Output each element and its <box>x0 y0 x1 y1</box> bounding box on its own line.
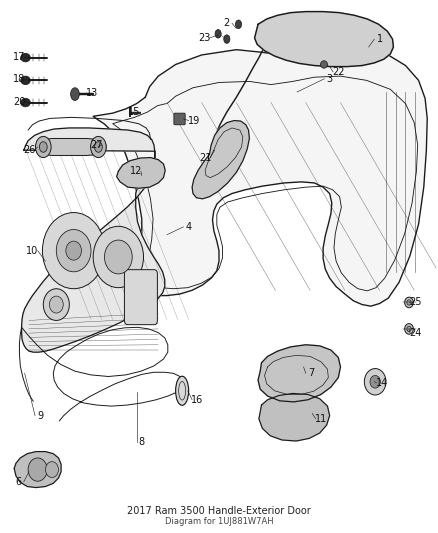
Circle shape <box>42 213 105 289</box>
Circle shape <box>49 296 63 313</box>
Text: 27: 27 <box>90 140 103 150</box>
Polygon shape <box>21 128 165 352</box>
Ellipse shape <box>405 297 413 308</box>
Text: 23: 23 <box>198 33 210 43</box>
Ellipse shape <box>176 376 189 405</box>
Text: 7: 7 <box>308 368 314 378</box>
Ellipse shape <box>405 324 413 334</box>
Ellipse shape <box>91 136 106 158</box>
Ellipse shape <box>21 98 30 107</box>
Ellipse shape <box>21 76 30 85</box>
Text: 12: 12 <box>130 166 142 176</box>
Polygon shape <box>93 43 427 306</box>
Circle shape <box>105 240 132 274</box>
Polygon shape <box>36 139 106 156</box>
Circle shape <box>46 462 59 478</box>
Ellipse shape <box>215 30 221 38</box>
Circle shape <box>93 227 144 288</box>
Text: 19: 19 <box>188 116 200 126</box>
Text: 18: 18 <box>13 74 25 84</box>
Text: 3: 3 <box>327 74 333 84</box>
Text: 6: 6 <box>15 477 21 487</box>
Ellipse shape <box>39 142 47 152</box>
Circle shape <box>57 230 91 272</box>
Text: 10: 10 <box>26 246 39 256</box>
Text: 16: 16 <box>191 395 203 405</box>
Polygon shape <box>192 120 249 199</box>
Text: 21: 21 <box>199 152 211 163</box>
Text: Diagram for 1UJ881W7AH: Diagram for 1UJ881W7AH <box>165 517 273 526</box>
Text: 13: 13 <box>86 88 99 98</box>
Ellipse shape <box>407 300 411 305</box>
Polygon shape <box>259 393 330 441</box>
Ellipse shape <box>35 136 51 158</box>
FancyBboxPatch shape <box>174 113 185 125</box>
Polygon shape <box>258 345 340 402</box>
Ellipse shape <box>321 61 328 68</box>
Text: 24: 24 <box>409 328 421 337</box>
Circle shape <box>66 241 81 260</box>
Text: 2: 2 <box>224 18 230 28</box>
Text: 4: 4 <box>186 222 192 232</box>
Ellipse shape <box>236 20 242 29</box>
Text: 22: 22 <box>332 67 345 77</box>
Text: 17: 17 <box>13 52 26 62</box>
Text: 26: 26 <box>23 145 35 155</box>
FancyBboxPatch shape <box>124 270 157 325</box>
Circle shape <box>43 289 69 320</box>
Ellipse shape <box>224 35 230 43</box>
Text: 9: 9 <box>37 410 43 421</box>
Circle shape <box>364 368 386 395</box>
Ellipse shape <box>21 53 30 62</box>
Text: 8: 8 <box>139 437 145 447</box>
Polygon shape <box>14 451 61 488</box>
Ellipse shape <box>71 88 79 100</box>
Text: 2017 Ram 3500 Handle-Exterior Door: 2017 Ram 3500 Handle-Exterior Door <box>127 506 311 516</box>
Text: 1: 1 <box>376 34 382 44</box>
Text: 11: 11 <box>315 414 327 424</box>
Ellipse shape <box>95 142 102 152</box>
Text: 15: 15 <box>128 107 141 117</box>
Ellipse shape <box>407 326 411 332</box>
Text: 14: 14 <box>375 378 388 388</box>
Polygon shape <box>117 158 165 188</box>
Polygon shape <box>254 12 393 67</box>
Circle shape <box>370 375 380 388</box>
Text: 25: 25 <box>409 297 421 308</box>
Circle shape <box>28 458 47 481</box>
Text: 20: 20 <box>13 96 26 107</box>
